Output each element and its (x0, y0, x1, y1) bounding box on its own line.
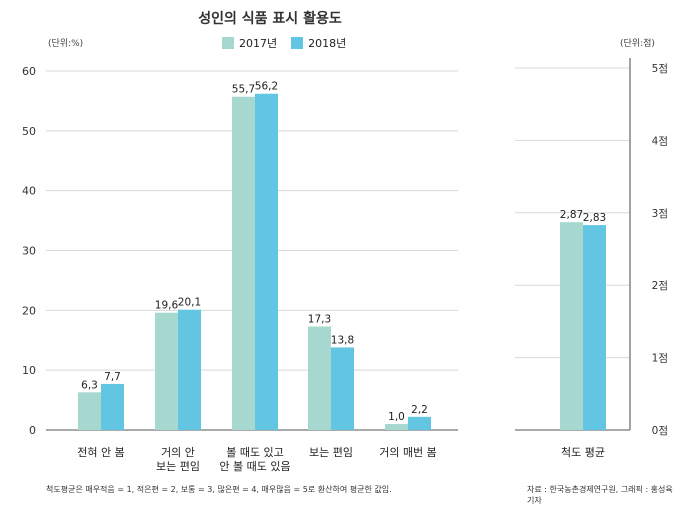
data-label: 13,8 (331, 334, 354, 346)
legend-item-2017: 2017년 (222, 35, 277, 51)
footnote-scale: 척도평균은 매우적음 = 1, 적은편 = 2, 보통 = 3, 많은편 = 4… (46, 485, 392, 494)
chart-title: 성인의 식품 표시 활용도 (198, 11, 342, 27)
bar-2017 (155, 312, 178, 430)
category-label: 안 볼 때도 있음 (219, 460, 290, 473)
data-label: 2,2 (411, 404, 428, 416)
bar-2018 (408, 416, 431, 430)
category-label: 보는 편임 (309, 446, 353, 459)
right-bar-2018 (583, 225, 606, 430)
right-bar-2017 (560, 222, 583, 430)
y-tick-label: 10 (22, 364, 36, 377)
bar-2018 (331, 347, 354, 430)
data-label: 55,7 (232, 84, 255, 96)
bar-2017 (385, 424, 408, 430)
legend: 2017년 2018년 (222, 35, 346, 51)
bar-2017 (232, 96, 255, 430)
y-tick-label: 40 (22, 185, 36, 198)
bar-2017 (78, 392, 101, 430)
y-tick-label: 50 (22, 125, 36, 138)
right-y-tick-label: 2점 (652, 280, 668, 292)
bar-2018 (101, 383, 124, 430)
right-y-tick-label: 1점 (652, 353, 668, 365)
data-label: 6,3 (81, 379, 98, 391)
left-unit-label: (단위:%) (48, 39, 84, 49)
bar-2017 (308, 326, 331, 430)
data-label: 19,6 (155, 300, 179, 312)
right-y-tick-label: 3점 (652, 208, 668, 220)
data-label: 20,1 (178, 297, 201, 309)
data-label: 56,2 (255, 81, 278, 93)
right-data-label: 2,83 (583, 212, 606, 224)
y-tick-label: 60 (22, 65, 36, 78)
bar-2018 (178, 309, 201, 430)
y-tick-label: 30 (22, 245, 36, 258)
data-label: 1,0 (388, 411, 405, 423)
right-y-tick-label: 5점 (652, 63, 668, 75)
legend-label-2017: 2017년 (239, 37, 278, 50)
legend-item-2018: 2018년 (291, 35, 346, 51)
legend-swatch-2018 (291, 37, 304, 49)
category-label: 볼 때도 있고 (226, 446, 284, 459)
right-data-label: 2,87 (560, 209, 583, 221)
right-y-tick-label: 0점 (652, 425, 668, 437)
category-label: 거의 매번 봄 (379, 446, 437, 459)
right-category-label: 척도 평균 (561, 446, 605, 459)
legend-label-2018: 2018년 (308, 37, 347, 50)
data-label: 7,7 (104, 371, 121, 383)
right-unit-label: (단위:점) (620, 39, 655, 49)
category-label: 보는 편임 (156, 460, 200, 473)
category-label: 전혀 안 봄 (77, 446, 124, 459)
right-y-tick-label: 4점 (652, 135, 668, 147)
bar-2018 (255, 93, 278, 430)
legend-swatch-2017 (222, 37, 234, 49)
footnote-source: 자료 : 한국농촌경제연구원, 그래픽 : 홍성육 기자 (527, 485, 673, 505)
category-label: 거의 안 (161, 446, 195, 459)
y-tick-label: 20 (22, 304, 36, 317)
data-label: 17,3 (308, 313, 331, 325)
y-tick-label: 0 (29, 424, 36, 437)
